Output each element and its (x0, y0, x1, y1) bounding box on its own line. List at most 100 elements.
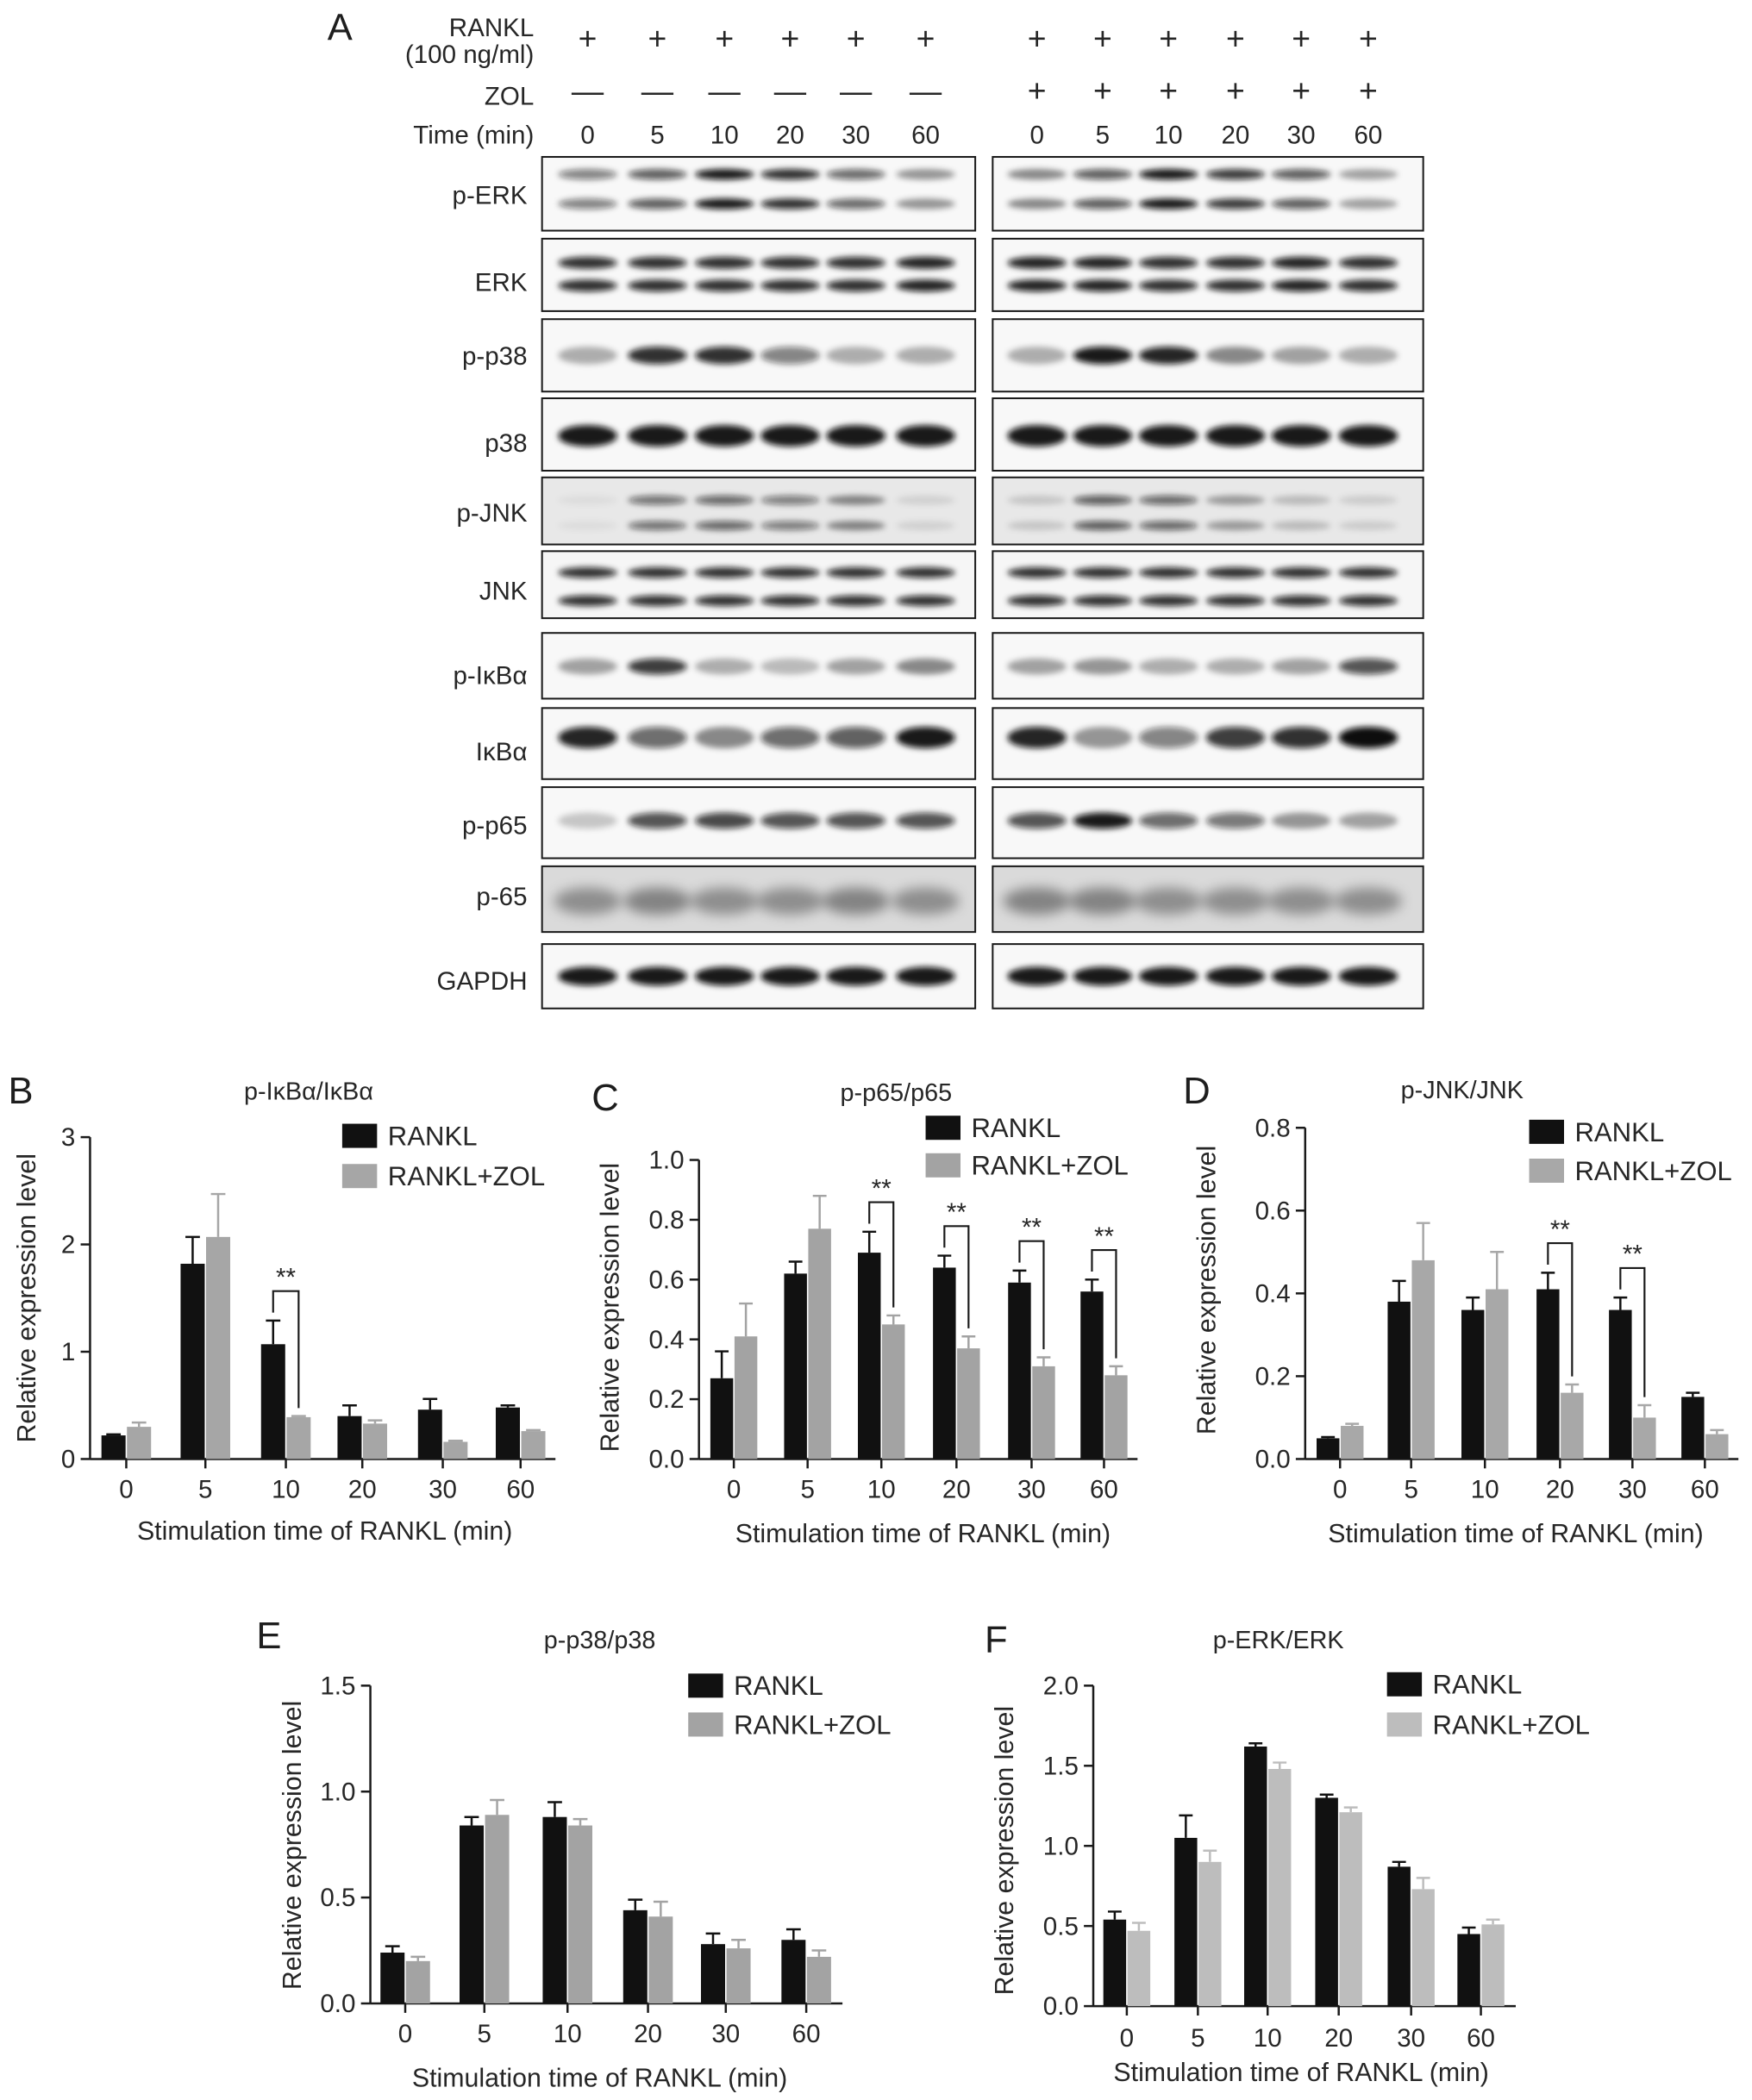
error-bar (1107, 1910, 1122, 1920)
blot-band (896, 495, 955, 505)
x-axis-label: Stimulation time of RANKL (min) (735, 1520, 1111, 1548)
blot-band (1007, 595, 1067, 607)
legend-label: RANKL+ZOL (734, 1709, 891, 1740)
error-bar (1392, 1860, 1406, 1867)
blot-band (628, 658, 687, 675)
time-point-label: 5 (650, 121, 664, 149)
bar-rankl-zol (1198, 1861, 1222, 2007)
blot-row-label: p-p65 (462, 812, 528, 841)
panel-letter: A (328, 8, 353, 49)
blot-membrane (541, 237, 977, 312)
blot-band (695, 169, 754, 180)
blot-row-label: p-ERK (453, 181, 528, 209)
blot-band (1135, 887, 1202, 915)
blot-band (1138, 198, 1198, 209)
y-tick-label: 0.4 (648, 1326, 684, 1354)
time-header-label: Time (min) (413, 121, 534, 149)
blot-band (1271, 658, 1331, 675)
bar-rankl (1008, 1282, 1031, 1459)
blot-band (1338, 966, 1398, 986)
bar-rankl (417, 1409, 442, 1459)
bar-rankl (858, 1253, 881, 1459)
blot-row-label: IκBα (476, 738, 528, 766)
y-tick-label: 0.2 (648, 1385, 684, 1414)
blot-band (695, 256, 754, 269)
legend-swatch (341, 1123, 378, 1148)
chart-title: p-JNK/JNK (1401, 1077, 1524, 1104)
blot-band (1271, 495, 1331, 505)
bar-rankl (337, 1416, 362, 1459)
blot-band (1007, 169, 1067, 180)
bar-rankl (1244, 1746, 1267, 2007)
bar-rankl (1103, 1919, 1127, 2007)
blot-band (1073, 256, 1133, 269)
blot-membrane (992, 155, 1424, 232)
y-tick-label: 1 (61, 1338, 75, 1366)
y-axis-label: Relative expression level (278, 1701, 307, 1990)
legend-label: RANKL+ZOL (388, 1161, 545, 1191)
x-tick-label: 0 (727, 1476, 741, 1504)
x-tick-label: 0 (1333, 1476, 1347, 1504)
error-bar (1392, 1279, 1406, 1302)
bar-rankl (701, 1944, 725, 2003)
blot-band (826, 595, 885, 607)
error-bar (1710, 1428, 1724, 1434)
blot-band (760, 727, 820, 748)
blot-band (826, 198, 885, 209)
rankl-sign: + (1093, 21, 1112, 57)
blot-band (695, 595, 754, 607)
blot-band (896, 347, 955, 365)
blot-band (760, 521, 820, 531)
blot-band (896, 966, 955, 986)
bar-rankl-zol (726, 1948, 751, 2003)
x-tick-label: 0 (398, 2020, 412, 2048)
bar-rankl-zol (1341, 1426, 1364, 1459)
rankl-concentration-label: (100 ng/ml) (405, 41, 534, 69)
blot-band (896, 727, 955, 748)
error-bar (1343, 1806, 1358, 1813)
blot-band (1271, 812, 1331, 829)
blot-band (1003, 887, 1071, 915)
error-bar (266, 1319, 281, 1345)
bar-rankl (380, 1953, 405, 2003)
y-tick-label: 0.2 (1255, 1363, 1291, 1391)
y-tick-label: 2 (61, 1231, 75, 1259)
blot-band (1338, 256, 1398, 269)
error-bar (410, 1955, 426, 1961)
zol-sign: + (1159, 72, 1178, 109)
y-tick-label: 0.6 (648, 1266, 684, 1294)
legend-swatch (688, 1712, 723, 1737)
zol-header-label: ZOL (485, 82, 534, 110)
bar-rankl (1387, 1301, 1411, 1459)
legend-label: RANKL+ZOL (1574, 1156, 1731, 1186)
y-tick-label: 1.0 (648, 1147, 684, 1175)
blot-band (1073, 966, 1133, 986)
blot-band (554, 887, 622, 915)
blot-band (760, 198, 820, 209)
blot-band (1007, 279, 1067, 292)
bar-rankl-zol (1339, 1812, 1362, 2007)
significance-bracket (1018, 1240, 1045, 1350)
blot-band (760, 425, 820, 447)
blot-band (1138, 425, 1198, 447)
x-tick-label: 10 (867, 1476, 896, 1504)
y-axis-label: Relative expression level (991, 1706, 1019, 1995)
blot-band (1271, 567, 1331, 578)
time-point-label: 0 (1029, 121, 1043, 149)
blot-band (1271, 727, 1331, 748)
blot-band (760, 966, 820, 986)
legend-label: RANKL (388, 1121, 478, 1151)
y-tick-label: 0.5 (1043, 1912, 1079, 1941)
blot-band (695, 198, 754, 209)
error-bar (961, 1334, 976, 1349)
significance-label: ** (947, 1198, 967, 1227)
blot-membrane (992, 476, 1424, 546)
error-bar (573, 1817, 588, 1826)
blot-band (896, 256, 955, 269)
blot-row-label: p-JNK (456, 499, 527, 528)
error-bar (385, 1945, 400, 1953)
blot-band (558, 727, 617, 748)
blot-band (1073, 495, 1133, 505)
error-bar (1466, 1296, 1480, 1310)
